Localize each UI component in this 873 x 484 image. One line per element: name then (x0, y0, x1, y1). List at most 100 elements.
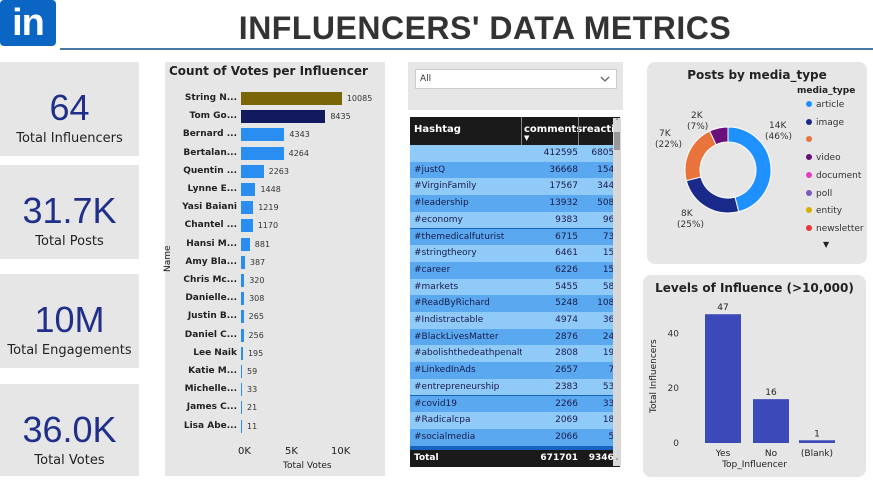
legend-more-icon[interactable]: ▼ (823, 240, 830, 249)
bar-value: 320 (249, 276, 265, 285)
col-header-reactions[interactable]: reactio (582, 124, 620, 135)
table-row[interactable]: #ReadByRichard 5248 1089 (410, 295, 620, 312)
kpi-label: Total Posts (35, 234, 104, 249)
bar-row[interactable]: Chris Mc... 320 (165, 274, 385, 288)
legend-item[interactable]: newsletter (806, 224, 864, 234)
kpi-total-posts: 31.7K Total Posts (0, 165, 139, 259)
bar[interactable] (241, 346, 243, 360)
hashtag-filter-dropdown[interactable]: All (415, 69, 617, 89)
legend-item[interactable]: video (806, 153, 841, 163)
bar[interactable] (241, 401, 242, 415)
bar-value: 195 (247, 348, 264, 358)
donut-label: 7K (659, 129, 672, 139)
table-row[interactable]: #economy 9383 969 (410, 211, 620, 229)
table-row[interactable]: #Indistractable 4974 368 (410, 312, 620, 329)
bar[interactable] (241, 365, 242, 378)
legend-item[interactable]: poll (806, 189, 832, 199)
dropdown-selected-value: All (420, 74, 432, 84)
votes-tick-1: 5K (285, 446, 298, 457)
table-row[interactable]: #abolishthedeathpenalty 2808 193 (410, 345, 620, 363)
bar-value: 881 (254, 239, 271, 249)
column-bar[interactable] (799, 440, 835, 443)
bar[interactable] (241, 219, 253, 233)
legend-label: image (816, 117, 845, 128)
bar-row[interactable]: James C... 21 (165, 401, 385, 415)
column-bar[interactable] (753, 399, 789, 443)
bar[interactable] (241, 274, 245, 287)
bar[interactable] (241, 92, 342, 105)
bar-row[interactable]: Daniel C... 256 (165, 328, 385, 343)
bar[interactable] (241, 310, 244, 324)
kpi-value: 10M (34, 299, 105, 340)
bar-row[interactable]: Katie M... 59 (165, 365, 385, 379)
table-row[interactable]: #VirginFamily 17567 3440 (410, 178, 620, 196)
bar[interactable] (241, 164, 264, 178)
donut-slice[interactable] (709, 126, 729, 146)
kpi-value: 64 (49, 87, 90, 128)
table-row[interactable]: #covid19 2266 330 (410, 395, 620, 413)
col-header-hashtag[interactable]: Hashtag (414, 124, 461, 135)
bar-row[interactable]: Tom Go... 8435 (165, 110, 385, 124)
legend-item[interactable]: document (806, 171, 861, 181)
legend-item[interactable]: image (806, 118, 844, 128)
legend-item[interactable]: entity (806, 206, 842, 216)
bar[interactable] (241, 292, 245, 306)
table-row[interactable]: 412595 68050 (410, 145, 620, 162)
bar[interactable] (241, 237, 250, 251)
bar-row[interactable]: Hansi M... 881 (165, 237, 385, 252)
column-bar[interactable] (705, 314, 741, 443)
bar-row[interactable]: Lynne E... 1448 (165, 183, 385, 197)
table-row[interactable]: #socialmedia206653 (410, 428, 620, 446)
table-row[interactable]: #LinkedInAds265779 (410, 362, 620, 379)
kpi-value: 31.7K (22, 190, 117, 231)
bar[interactable] (241, 255, 245, 269)
bar-name: Daniel C... (184, 329, 237, 340)
bar[interactable] (241, 201, 254, 215)
bar-value: 1448 (260, 185, 281, 194)
bar-row[interactable]: Lee Naik 195 (165, 346, 385, 361)
bar-row[interactable]: Quentin ... 2263 (165, 164, 385, 179)
bar-row[interactable]: Bernard ... 4343 (165, 128, 385, 142)
bar[interactable] (241, 146, 284, 160)
legend-item[interactable] (806, 135, 816, 145)
bar-row[interactable]: Bertalan... 4264 (165, 146, 385, 161)
bar[interactable] (241, 128, 285, 142)
bar-row[interactable]: Lisa Abe... 11 (165, 419, 385, 434)
bar-row[interactable]: Chantel ... 1170 (165, 219, 385, 233)
cell-hashtag: #Indistractable (414, 315, 484, 325)
bar-row[interactable]: Danielle... 308 (165, 292, 385, 306)
media-legend-title: media_type (797, 86, 856, 96)
bar[interactable] (241, 183, 256, 196)
table-row[interactable]: #leadership 13932 5084 (410, 195, 620, 212)
table-row[interactable]: #career 6226 151 (410, 261, 620, 279)
bar[interactable] (241, 419, 242, 433)
bar-row[interactable]: Justin B... 265 (165, 310, 385, 324)
legend-item[interactable]: article (806, 100, 844, 110)
table-row[interactable]: #markets 5455 583 (410, 278, 620, 296)
table-row[interactable]: #BlackLivesMatter 2876 242 (410, 328, 620, 346)
scroll-up-icon[interactable]: ˄ (615, 118, 619, 126)
bar-row[interactable]: String N... 10085 (165, 92, 385, 106)
cell-reactions: 242 (602, 331, 620, 342)
bar[interactable] (241, 328, 244, 342)
col-header-comments[interactable]: comments (524, 124, 583, 135)
legend-dot-icon (806, 154, 812, 161)
scroll-thumb[interactable] (614, 132, 620, 150)
donut-slice[interactable] (684, 130, 717, 182)
table-row[interactable]: #themedicalfuturist 6715 738 (410, 228, 620, 246)
scroll-down-icon[interactable]: ˅ (615, 458, 619, 466)
donut-slice[interactable] (685, 176, 740, 214)
table-row[interactable]: #stringtheory 6461 157 (410, 245, 620, 262)
table-row[interactable]: #entrepreneurship 2383 535 (410, 378, 620, 396)
table-row[interactable]: #Radicalcpa 2069 185 (410, 412, 620, 429)
bar-row[interactable]: Yasi Baiani 1219 (165, 201, 385, 215)
bar-row[interactable]: Michelle... 33 (165, 383, 385, 397)
table-scrollbar[interactable]: ˄ ˅ (613, 118, 621, 466)
influence-chart-panel: Levels of Influence (>10,000) Total Infl… (643, 275, 866, 477)
bar[interactable] (241, 110, 326, 124)
donut-label: (46%) (765, 132, 792, 142)
bar[interactable] (241, 383, 242, 397)
bar-value: 387 (249, 257, 266, 267)
bar-row[interactable]: Amy Bla... 387 (165, 255, 385, 270)
table-row[interactable]: #justQ 36668 1545 (410, 161, 620, 179)
